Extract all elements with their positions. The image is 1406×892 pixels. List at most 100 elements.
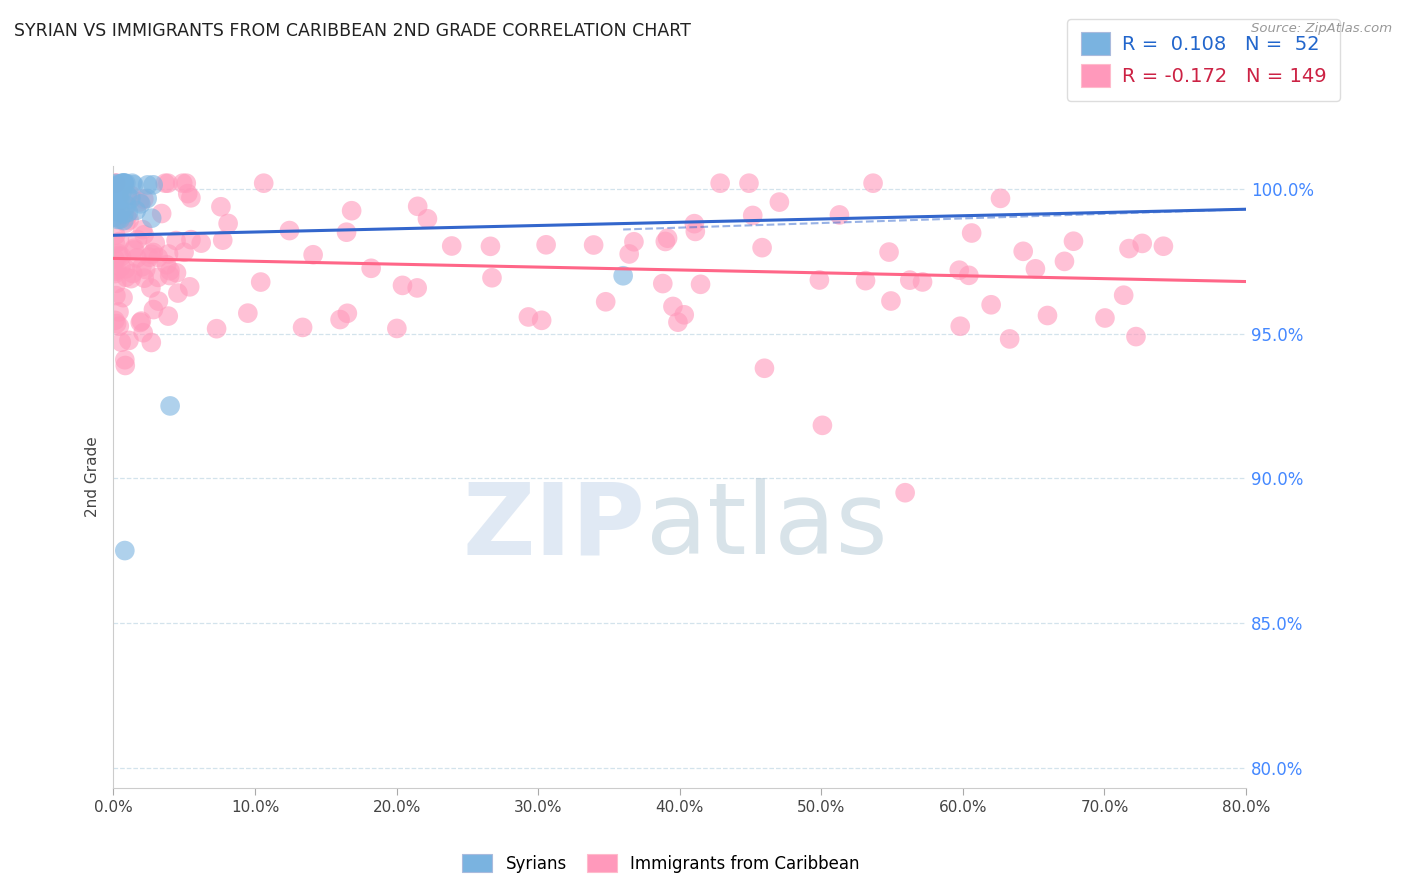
Point: [108, 235, 131, 249]
Point: [1063, 234, 1085, 248]
Point: [107, 186, 129, 201]
Point: [1094, 310, 1116, 325]
Point: [156, 176, 179, 190]
Point: [862, 176, 884, 190]
Point: [654, 235, 676, 249]
Point: [111, 186, 134, 200]
Point: [114, 543, 136, 558]
Point: [957, 268, 980, 283]
Point: [107, 246, 129, 260]
Point: [115, 210, 138, 224]
Point: [165, 234, 187, 248]
Point: [131, 260, 153, 274]
Point: [105, 277, 128, 291]
Point: [103, 210, 125, 224]
Point: [159, 399, 181, 413]
Point: [1112, 288, 1135, 302]
Point: [150, 206, 173, 220]
Point: [118, 334, 141, 348]
Point: [877, 245, 900, 260]
Point: [302, 248, 325, 262]
Point: [136, 178, 159, 192]
Point: [115, 216, 138, 230]
Point: [112, 207, 135, 221]
Point: [811, 418, 834, 433]
Point: [880, 293, 903, 308]
Point: [111, 179, 134, 194]
Point: [107, 178, 129, 193]
Point: [360, 261, 382, 276]
Point: [172, 176, 194, 190]
Point: [110, 180, 132, 194]
Point: [236, 306, 259, 320]
Point: [911, 275, 934, 289]
Point: [135, 262, 157, 277]
Point: [146, 270, 169, 285]
Point: [685, 224, 707, 238]
Point: [142, 302, 165, 317]
Point: [122, 178, 145, 192]
Point: [112, 176, 135, 190]
Point: [104, 202, 127, 216]
Point: [107, 212, 129, 227]
Point: [159, 264, 181, 278]
Point: [132, 326, 155, 340]
Point: [131, 222, 153, 236]
Point: [143, 236, 166, 251]
Point: [530, 313, 553, 327]
Point: [104, 176, 127, 190]
Point: [108, 193, 131, 207]
Point: [174, 176, 197, 190]
Point: [104, 236, 127, 251]
Point: [166, 266, 188, 280]
Point: [122, 243, 145, 257]
Point: [336, 306, 359, 320]
Point: [112, 176, 135, 190]
Point: [391, 278, 413, 293]
Point: [479, 239, 502, 253]
Point: [104, 252, 127, 266]
Text: Source: ZipAtlas.com: Source: ZipAtlas.com: [1251, 22, 1392, 36]
Point: [104, 264, 127, 278]
Point: [118, 213, 141, 227]
Point: [612, 268, 634, 283]
Point: [595, 294, 617, 309]
Point: [114, 352, 136, 367]
Point: [104, 227, 127, 242]
Point: [768, 195, 790, 210]
Point: [104, 203, 127, 218]
Point: [180, 233, 202, 247]
Point: [105, 177, 128, 191]
Point: [329, 312, 352, 326]
Point: [1118, 242, 1140, 256]
Point: [1130, 236, 1153, 251]
Point: [167, 286, 190, 301]
Point: [898, 273, 921, 287]
Point: [157, 247, 180, 261]
Point: [960, 226, 983, 240]
Point: [103, 186, 125, 200]
Point: [105, 262, 128, 277]
Point: [340, 203, 363, 218]
Point: [1036, 309, 1059, 323]
Point: [132, 192, 155, 206]
Point: [125, 251, 148, 265]
Point: [104, 288, 127, 302]
Point: [117, 188, 139, 202]
Point: [1053, 254, 1076, 268]
Point: [104, 313, 127, 327]
Point: [894, 485, 917, 500]
Point: [108, 319, 131, 334]
Point: [517, 310, 540, 324]
Point: [125, 203, 148, 218]
Point: [673, 308, 696, 322]
Text: SYRIAN VS IMMIGRANTS FROM CARIBBEAN 2ND GRADE CORRELATION CHART: SYRIAN VS IMMIGRANTS FROM CARIBBEAN 2ND …: [14, 22, 690, 40]
Point: [104, 190, 127, 204]
Point: [481, 270, 503, 285]
Point: [980, 298, 1002, 312]
Point: [205, 321, 228, 335]
Point: [136, 192, 159, 206]
Point: [120, 188, 142, 202]
Point: [249, 275, 271, 289]
Point: [1024, 261, 1046, 276]
